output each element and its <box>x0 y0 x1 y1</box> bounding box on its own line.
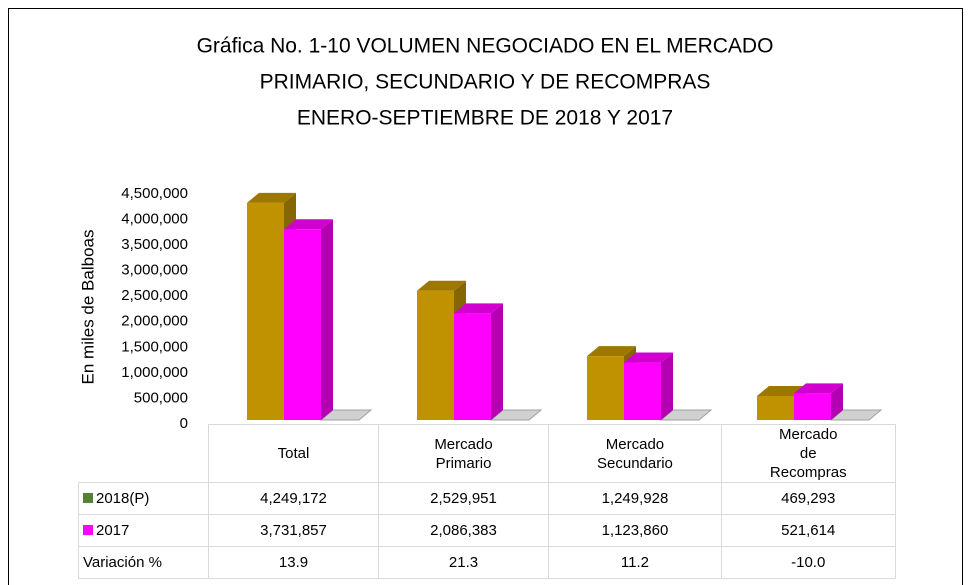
table-value-text: 469,293 <box>781 490 836 507</box>
category-label-text: Total <box>277 445 310 462</box>
bar <box>417 290 454 420</box>
chart-title: PRIMARIO, SECUNDARIO Y DE RECOMPRAS <box>260 71 711 94</box>
y-axis-label: En miles de Balboas <box>78 230 97 385</box>
y-tick-label: 4,500,000 <box>121 185 188 202</box>
y-tick-label: 3,000,000 <box>121 262 188 279</box>
floor <box>489 409 543 421</box>
legend-text: 2018(P) <box>96 490 150 507</box>
floor <box>319 409 373 421</box>
floor <box>659 409 713 421</box>
y-tick-label: 500,000 <box>134 389 188 406</box>
y-tick-label: 4,000,000 <box>121 211 188 228</box>
frame <box>8 8 963 585</box>
row-label-text: Variación % <box>83 554 162 571</box>
table-value: 11.2 <box>548 546 722 579</box>
bar <box>794 393 831 420</box>
data-table: Total Mercado Primario Mercado Secundario M… <box>78 424 896 579</box>
bar <box>757 396 794 420</box>
y-tick-label: 2,000,000 <box>121 313 188 330</box>
legend-entry: 2017 <box>78 514 209 547</box>
y-tick-label: 1,500,000 <box>121 338 188 355</box>
table-value-text: 3,731,857 <box>260 522 327 539</box>
legend-text: 2017 <box>96 522 130 539</box>
table-value: 4,249,172 <box>208 482 379 515</box>
table-row: 2018(P) 4,249,172 2,529,951 1,249,928 469,29… <box>78 482 896 515</box>
bar <box>587 356 624 420</box>
table-value: 21.3 <box>378 546 549 579</box>
table-value-text: 13.9 <box>278 554 309 571</box>
floor <box>829 409 883 421</box>
y-tick-label: 1,000,000 <box>121 364 188 381</box>
chart-title: Gráfica No. 1-10 VOLUMEN NEGOCIADO EN EL… <box>197 35 774 58</box>
bar-top <box>454 303 503 314</box>
table-value-text: 4,249,172 <box>260 490 327 507</box>
category-label-text: Mercado Secundario <box>597 435 673 472</box>
table-value-text: 21.3 <box>448 554 479 571</box>
category-label-text: Mercado Primario <box>434 435 493 472</box>
category-label: Mercado Primario <box>378 424 549 483</box>
bar-top <box>284 219 333 230</box>
table-value-text: 2,529,951 <box>430 490 497 507</box>
bar <box>247 202 284 420</box>
bar-top <box>247 192 296 203</box>
category-label: Total <box>208 424 379 483</box>
table-value-text: 11.2 <box>620 554 649 571</box>
bar-top <box>587 346 636 357</box>
table-value: 13.9 <box>208 546 379 579</box>
table-value-text: 2,086,383 <box>430 522 497 539</box>
table-value: 1,123,860 <box>548 514 722 547</box>
category-label-text: Mercado de Recompras <box>769 426 847 481</box>
table-value-text: -10.0 <box>791 554 826 571</box>
chart-title: ENERO-SEPTIEMBRE DE 2018 Y 2017 <box>297 107 673 130</box>
table-row: Total Mercado Primario Mercado Secundario M… <box>78 424 896 483</box>
table-value: 2,529,951 <box>378 482 549 515</box>
table-value: 2,086,383 <box>378 514 549 547</box>
legend-key <box>83 493 93 503</box>
y-tick-label: 2,500,000 <box>121 287 188 304</box>
bar-side <box>321 219 333 420</box>
bar-side <box>491 303 503 420</box>
bar-top <box>794 383 843 394</box>
table-value-text: 1,123,860 <box>601 522 669 539</box>
category-label: Mercado de Recompras <box>720 424 896 483</box>
bar-side <box>831 383 843 420</box>
legend-entry: 2018(P) <box>78 482 209 515</box>
table-row: 2017 3,731,857 2,086,383 1,123,860 521,614 <box>78 514 896 547</box>
row-label: Variación % <box>78 546 209 579</box>
table-value-text: 1,249,928 <box>601 490 669 507</box>
corner-cell <box>78 424 209 483</box>
table-value: -10.0 <box>720 546 896 579</box>
bar-top <box>417 280 466 291</box>
table-value: 521,614 <box>720 514 896 547</box>
bar-side <box>661 352 673 420</box>
bar <box>454 313 491 420</box>
table-value-text: 521,614 <box>781 522 836 539</box>
table-value: 1,249,928 <box>548 482 722 515</box>
table-value: 469,293 <box>720 482 896 515</box>
bar-top <box>757 386 806 397</box>
bar <box>624 362 661 420</box>
bar <box>284 229 321 420</box>
legend-key <box>83 525 93 535</box>
category-label: Mercado Secundario <box>548 424 722 483</box>
table-row: Variación % 13.9 21.3 11.2 -10.0 <box>78 546 896 579</box>
y-tick-label: 3,500,000 <box>121 236 188 253</box>
bar-top <box>624 352 673 363</box>
y-tick-label: 0 <box>180 415 188 432</box>
table-value: 3,731,857 <box>208 514 379 547</box>
